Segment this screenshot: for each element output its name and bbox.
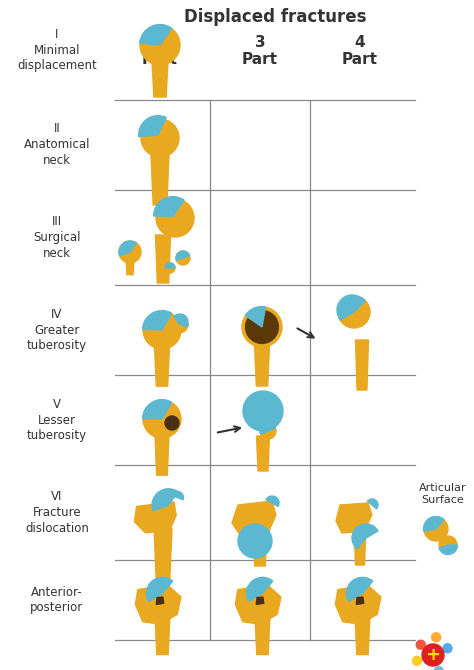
Circle shape: [156, 199, 194, 237]
Circle shape: [165, 416, 179, 430]
Text: V
Lesser
tuberosity: V Lesser tuberosity: [27, 397, 87, 442]
Wedge shape: [174, 315, 188, 327]
Circle shape: [424, 517, 448, 541]
Wedge shape: [337, 295, 362, 319]
Wedge shape: [146, 578, 173, 602]
Wedge shape: [174, 314, 188, 322]
Polygon shape: [256, 597, 264, 604]
Wedge shape: [140, 25, 172, 45]
Text: I
Minimal
displacement: I Minimal displacement: [17, 27, 97, 72]
Circle shape: [416, 641, 425, 649]
Wedge shape: [165, 263, 175, 268]
Polygon shape: [152, 62, 168, 97]
Wedge shape: [346, 578, 373, 602]
Polygon shape: [256, 436, 270, 471]
Text: II
Anatomical
neck: II Anatomical neck: [24, 123, 90, 168]
Polygon shape: [232, 501, 276, 535]
Circle shape: [238, 524, 272, 558]
Polygon shape: [336, 503, 372, 533]
Wedge shape: [245, 307, 265, 327]
Text: Articular
Surface: Articular Surface: [419, 483, 467, 505]
Circle shape: [338, 296, 370, 328]
Polygon shape: [356, 340, 368, 390]
Wedge shape: [260, 423, 275, 433]
Circle shape: [176, 251, 190, 265]
Circle shape: [443, 644, 452, 653]
Polygon shape: [255, 344, 270, 386]
Polygon shape: [136, 585, 181, 624]
Wedge shape: [266, 496, 279, 507]
Circle shape: [243, 391, 283, 431]
Polygon shape: [236, 585, 281, 624]
Text: 3
Part: 3 Part: [242, 35, 278, 68]
Wedge shape: [152, 489, 178, 511]
Circle shape: [246, 311, 278, 344]
Wedge shape: [423, 517, 444, 531]
Polygon shape: [354, 523, 366, 565]
Circle shape: [412, 657, 421, 665]
Circle shape: [422, 644, 444, 666]
Text: Anterior-
posterior: Anterior- posterior: [30, 586, 83, 614]
Circle shape: [143, 311, 181, 349]
Text: Displaced fractures: Displaced fractures: [184, 8, 366, 26]
Polygon shape: [126, 260, 134, 275]
Wedge shape: [261, 423, 275, 434]
Polygon shape: [135, 502, 176, 533]
Wedge shape: [154, 196, 184, 216]
Circle shape: [143, 400, 181, 438]
Text: 2
Part: 2 Part: [142, 35, 178, 68]
Wedge shape: [352, 524, 378, 549]
Polygon shape: [356, 597, 364, 604]
Circle shape: [170, 315, 188, 333]
Wedge shape: [439, 545, 457, 555]
Polygon shape: [355, 616, 370, 655]
Polygon shape: [155, 235, 171, 283]
Circle shape: [141, 119, 179, 157]
Text: 4
Part: 4 Part: [342, 35, 378, 68]
Wedge shape: [119, 241, 137, 256]
Polygon shape: [156, 597, 164, 604]
Wedge shape: [143, 399, 172, 419]
Circle shape: [434, 667, 443, 670]
Polygon shape: [255, 616, 270, 655]
Circle shape: [140, 25, 180, 65]
Circle shape: [242, 307, 282, 347]
Polygon shape: [154, 529, 172, 578]
Circle shape: [260, 423, 276, 439]
Circle shape: [119, 241, 141, 263]
Circle shape: [165, 263, 175, 273]
Polygon shape: [151, 155, 169, 205]
Wedge shape: [143, 311, 172, 330]
Wedge shape: [176, 251, 190, 261]
Wedge shape: [138, 116, 166, 137]
Circle shape: [439, 536, 457, 554]
Wedge shape: [172, 491, 183, 500]
Polygon shape: [155, 435, 169, 475]
Polygon shape: [253, 521, 267, 566]
Wedge shape: [246, 578, 273, 602]
Circle shape: [432, 632, 441, 642]
Text: VI
Fracture
dislocation: VI Fracture dislocation: [25, 490, 89, 535]
Polygon shape: [336, 585, 381, 624]
Text: IV
Greater
tuberosity: IV Greater tuberosity: [27, 308, 87, 352]
Text: III
Surgical
neck: III Surgical neck: [33, 215, 81, 260]
Wedge shape: [367, 499, 378, 509]
Text: +: +: [426, 646, 440, 664]
Polygon shape: [155, 616, 170, 655]
Wedge shape: [338, 296, 365, 320]
Polygon shape: [155, 346, 170, 386]
